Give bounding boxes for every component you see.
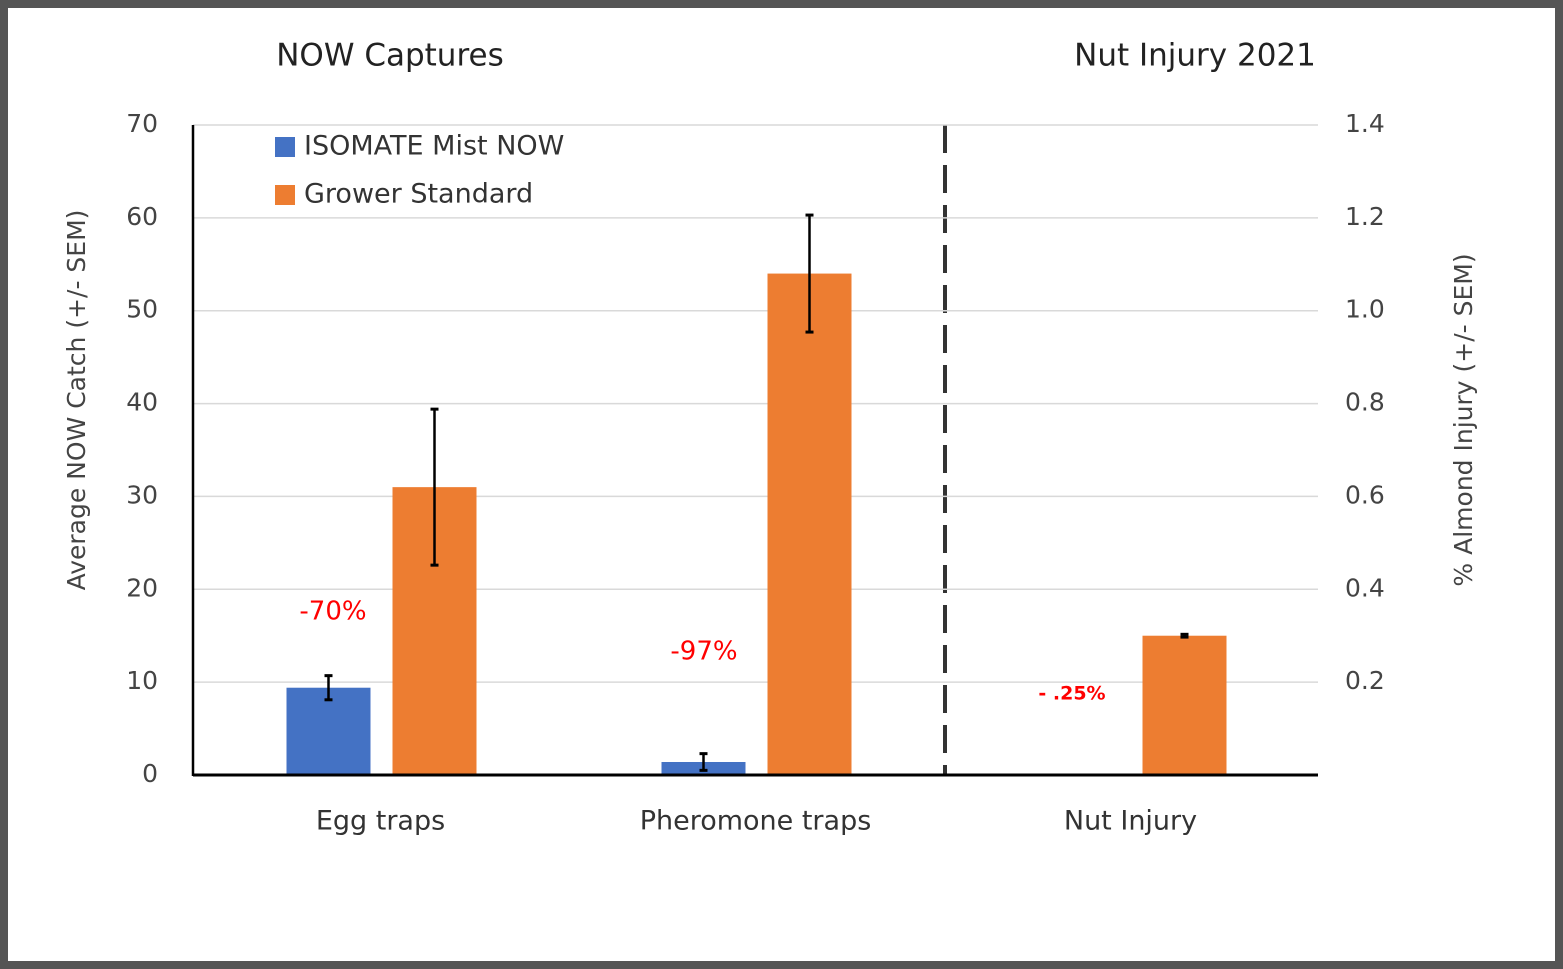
y2-tick-label: 0.8 [1345, 388, 1385, 417]
annotation: -70% [299, 597, 366, 627]
y2-axis-title: % Almond Injury (+/- SEM) [1449, 253, 1478, 586]
legend-label: ISOMATE Mist NOW [304, 131, 564, 162]
y-tick-label: 0 [142, 759, 158, 788]
bar [767, 273, 852, 775]
y2-tick-label: 0.2 [1345, 666, 1385, 695]
y2-tick-label: 0.6 [1345, 480, 1385, 509]
y2-tick-label: 1.4 [1345, 109, 1385, 138]
legend-swatch [275, 137, 295, 157]
bar [286, 687, 371, 775]
y-tick-label: 60 [126, 202, 158, 231]
annotation: -97% [670, 637, 737, 667]
y-tick-label: 40 [126, 388, 158, 417]
x-tick-label: Pheromone traps [640, 806, 872, 837]
y-tick-label: 10 [126, 666, 158, 695]
legend-label: Grower Standard [304, 179, 533, 210]
legend-swatch [275, 185, 295, 205]
y2-tick-label: 1.2 [1345, 202, 1385, 231]
y2-tick-label: 0.4 [1345, 573, 1385, 602]
bar [1142, 635, 1227, 775]
y-tick-label: 50 [126, 295, 158, 324]
y-tick-label: 70 [126, 109, 158, 138]
y-tick-label: 30 [126, 480, 158, 509]
x-tick-label: Nut Injury [1064, 806, 1197, 837]
chart-title: NOW Captures [276, 38, 504, 74]
y-axis-title: Average NOW Catch (+/- SEM) [62, 210, 91, 591]
y-tick-label: 20 [126, 573, 158, 602]
x-tick-label: Egg traps [316, 806, 445, 837]
annotation: - .25% [1038, 683, 1105, 705]
chart-title: Nut Injury 2021 [1074, 38, 1316, 74]
y2-tick-label: 1.0 [1345, 295, 1385, 324]
